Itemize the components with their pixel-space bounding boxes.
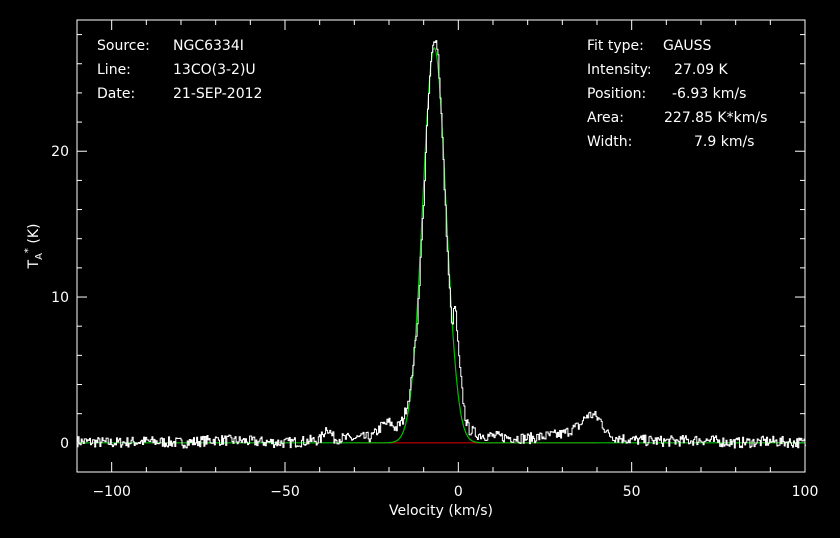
fit-width-value: 7.9 km/s (694, 134, 754, 150)
x-axis-label: Velocity (km/s) (389, 503, 493, 519)
y-tick-label: 10 (51, 290, 69, 306)
source-label: Source: (97, 38, 150, 54)
y-tick-label: 20 (51, 144, 69, 160)
x-tick-label: −100 (92, 484, 130, 500)
date-label: Date: (97, 86, 135, 102)
fit-type-value: GAUSS (663, 38, 712, 54)
fit-info: Fit type: GAUSS Intensity: 27.09 K Posit… (587, 38, 767, 150)
fit-type-label: Fit type: (587, 38, 644, 54)
fit-position-label: Position: (587, 86, 646, 102)
line-label: Line: (97, 62, 131, 78)
x-tick-label: 50 (623, 484, 641, 500)
y-tick-label: 0 (60, 436, 69, 452)
x-tick-label: −50 (270, 484, 300, 500)
fit-area-value: 227.85 K*km/s (664, 110, 767, 126)
fit-width-label: Width: (587, 134, 632, 150)
fit-intensity-value: 27.09 K (674, 62, 729, 78)
x-tick-label: 100 (792, 484, 819, 500)
header-info: Source: NGC6334I Line: 13CO(3-2)U Date: … (97, 38, 262, 102)
axis-ticks (76, 20, 806, 473)
fit-intensity-label: Intensity: (587, 62, 652, 78)
source-value: NGC6334I (173, 38, 244, 54)
tick-labels: −100 −50 0 50 100 0 10 20 (51, 144, 818, 500)
fit-position-value: -6.93 km/s (672, 86, 746, 102)
fit-area-label: Area: (587, 110, 624, 126)
spectrum-line (77, 40, 806, 449)
plot-frame (76, 19, 806, 473)
line-value: 13CO(3-2)U (173, 62, 256, 78)
date-value: 21-SEP-2012 (173, 86, 262, 102)
y-axis-label: TA* (K) (23, 224, 45, 270)
x-tick-label: 0 (454, 484, 463, 500)
